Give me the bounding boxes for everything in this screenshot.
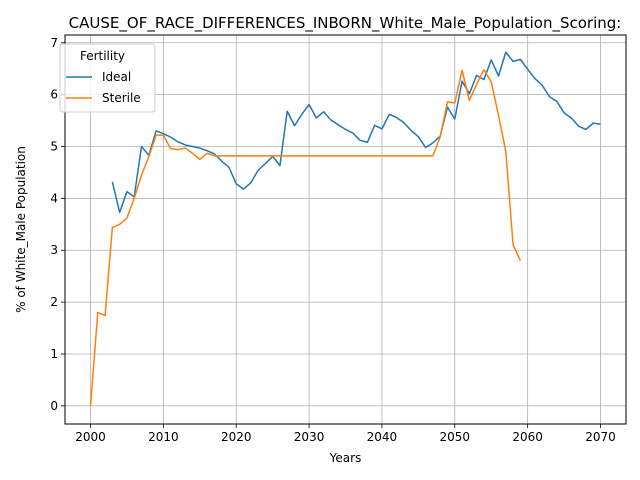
x-tick-label: 2010 xyxy=(148,430,179,444)
y-tick-label: 5 xyxy=(50,140,58,154)
legend-label-sterile: Sterile xyxy=(102,91,141,105)
y-tick-label: 3 xyxy=(50,243,58,257)
series-line-ideal xyxy=(111,51,601,214)
series-line-sterile xyxy=(89,69,522,406)
x-tick-label: 2050 xyxy=(440,430,471,444)
x-tick-label: 2020 xyxy=(221,430,252,444)
x-tick-label: 2060 xyxy=(512,430,543,444)
legend: Fertility Ideal Sterile xyxy=(59,43,156,113)
y-axis-label: % of White_Male Population xyxy=(14,146,28,313)
y-tick-label: 6 xyxy=(50,88,58,102)
legend-label-ideal: Ideal xyxy=(102,70,131,84)
legend-title: Fertility xyxy=(80,49,125,63)
x-tick-label: 2070 xyxy=(585,430,616,444)
grid xyxy=(65,35,626,424)
y-tick-label: 0 xyxy=(50,399,58,413)
x-axis-label: Years xyxy=(329,451,362,465)
y-tick-label: 7 xyxy=(50,36,58,50)
legend-box xyxy=(59,43,156,113)
plot-frame xyxy=(64,34,627,425)
legend-entries: Ideal Sterile xyxy=(66,70,141,105)
x-tick-label: 2000 xyxy=(75,430,106,444)
axis-ticks: 2000 2010 2020 2030 2040 2050 2060 2070 0 1 2 3 4 5 6 7 xyxy=(50,36,615,444)
y-tick-label: 2 xyxy=(50,295,58,309)
y-tick-label: 1 xyxy=(50,347,58,361)
chart-title: CAUSE_OF_RACE_DIFFERENCES_INBORN_White_M… xyxy=(69,14,622,33)
y-tick-label: 4 xyxy=(50,191,58,205)
series-lines xyxy=(89,51,601,406)
x-tick-label: 2040 xyxy=(367,430,398,444)
x-tick-label: 2030 xyxy=(294,430,325,444)
